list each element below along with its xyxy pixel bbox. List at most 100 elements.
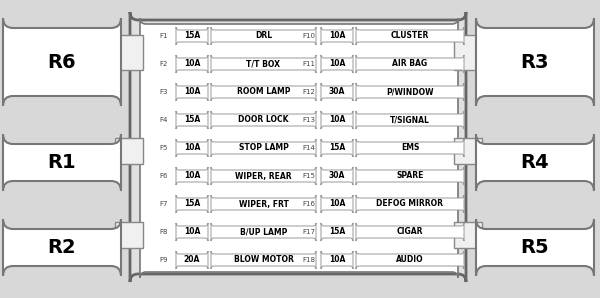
- FancyBboxPatch shape: [176, 27, 208, 45]
- Text: 10A: 10A: [329, 255, 345, 265]
- Text: R4: R4: [521, 153, 550, 172]
- Text: F2: F2: [160, 61, 168, 67]
- Text: R1: R1: [47, 153, 76, 172]
- FancyBboxPatch shape: [211, 251, 316, 269]
- Text: R5: R5: [521, 238, 550, 257]
- FancyBboxPatch shape: [130, 12, 466, 282]
- FancyBboxPatch shape: [211, 167, 316, 185]
- Text: 10A: 10A: [329, 32, 345, 41]
- Text: AUDIO: AUDIO: [396, 255, 424, 265]
- Text: F1: F1: [160, 33, 168, 39]
- Text: 10A: 10A: [184, 60, 200, 69]
- Text: 30A: 30A: [329, 88, 345, 97]
- Text: DOOR LOCK: DOOR LOCK: [238, 116, 289, 125]
- Bar: [454, 222, 482, 248]
- Text: ROOM LAMP: ROOM LAMP: [237, 88, 290, 97]
- Text: 10A: 10A: [329, 60, 345, 69]
- Text: DEFOG MIRROR: DEFOG MIRROR: [377, 199, 443, 209]
- FancyBboxPatch shape: [321, 139, 353, 157]
- Text: F4: F4: [160, 117, 168, 123]
- FancyBboxPatch shape: [356, 111, 464, 129]
- Text: T/T BOX: T/T BOX: [247, 60, 281, 69]
- Text: F5: F5: [160, 145, 168, 151]
- FancyBboxPatch shape: [211, 27, 316, 45]
- Text: 15A: 15A: [329, 227, 345, 237]
- Text: R3: R3: [521, 52, 549, 72]
- Text: F11: F11: [302, 61, 316, 67]
- Text: 30A: 30A: [329, 172, 345, 181]
- Text: CLUSTER: CLUSTER: [391, 32, 429, 41]
- FancyBboxPatch shape: [211, 139, 316, 157]
- FancyBboxPatch shape: [321, 167, 353, 185]
- Text: F10: F10: [302, 33, 316, 39]
- Text: R2: R2: [47, 238, 76, 257]
- FancyBboxPatch shape: [176, 111, 208, 129]
- FancyBboxPatch shape: [356, 195, 464, 213]
- FancyBboxPatch shape: [356, 167, 464, 185]
- Text: 20A: 20A: [184, 255, 200, 265]
- Text: EMS: EMS: [401, 144, 419, 153]
- FancyBboxPatch shape: [356, 27, 464, 45]
- Text: 10A: 10A: [329, 199, 345, 209]
- FancyBboxPatch shape: [476, 219, 594, 276]
- Text: F15: F15: [302, 173, 316, 179]
- Text: 10A: 10A: [184, 144, 200, 153]
- Text: F13: F13: [302, 117, 316, 123]
- Bar: [454, 138, 482, 164]
- Text: SPARE: SPARE: [397, 172, 424, 181]
- Text: P/WINDOW: P/WINDOW: [386, 88, 434, 97]
- FancyBboxPatch shape: [211, 223, 316, 241]
- FancyBboxPatch shape: [176, 83, 208, 101]
- Text: F7: F7: [160, 201, 168, 207]
- Bar: [454, 35, 482, 70]
- Text: F16: F16: [302, 201, 316, 207]
- Text: WIPER, FRT: WIPER, FRT: [239, 199, 289, 209]
- Text: F8: F8: [160, 229, 168, 235]
- FancyBboxPatch shape: [476, 18, 594, 106]
- FancyBboxPatch shape: [356, 139, 464, 157]
- Text: F6: F6: [160, 173, 168, 179]
- Bar: [115, 138, 143, 164]
- FancyBboxPatch shape: [3, 18, 121, 106]
- Text: 15A: 15A: [329, 144, 345, 153]
- Text: 10A: 10A: [184, 172, 200, 181]
- Text: 10A: 10A: [329, 116, 345, 125]
- Text: B/UP LAMP: B/UP LAMP: [240, 227, 287, 237]
- FancyBboxPatch shape: [3, 134, 121, 191]
- FancyBboxPatch shape: [176, 55, 208, 73]
- Bar: [115, 222, 143, 248]
- FancyBboxPatch shape: [356, 223, 464, 241]
- FancyBboxPatch shape: [211, 195, 316, 213]
- FancyBboxPatch shape: [321, 195, 353, 213]
- Text: BLOW MOTOR: BLOW MOTOR: [233, 255, 293, 265]
- FancyBboxPatch shape: [140, 18, 458, 278]
- FancyBboxPatch shape: [3, 219, 121, 276]
- FancyBboxPatch shape: [321, 55, 353, 73]
- Text: STOP LAMP: STOP LAMP: [239, 144, 289, 153]
- FancyBboxPatch shape: [176, 139, 208, 157]
- Text: R6: R6: [47, 52, 76, 72]
- Text: 15A: 15A: [184, 116, 200, 125]
- FancyBboxPatch shape: [476, 134, 594, 191]
- FancyBboxPatch shape: [176, 167, 208, 185]
- Text: 10A: 10A: [184, 227, 200, 237]
- FancyBboxPatch shape: [321, 111, 353, 129]
- Text: F17: F17: [302, 229, 316, 235]
- FancyBboxPatch shape: [321, 223, 353, 241]
- Text: F18: F18: [302, 257, 316, 263]
- Text: F14: F14: [302, 145, 316, 151]
- FancyBboxPatch shape: [356, 251, 464, 269]
- FancyBboxPatch shape: [356, 83, 464, 101]
- Text: 15A: 15A: [184, 32, 200, 41]
- FancyBboxPatch shape: [211, 111, 316, 129]
- Text: DRL: DRL: [255, 32, 272, 41]
- FancyBboxPatch shape: [321, 251, 353, 269]
- Text: F3: F3: [160, 89, 168, 95]
- Text: AIR BAG: AIR BAG: [392, 60, 428, 69]
- FancyBboxPatch shape: [211, 83, 316, 101]
- FancyBboxPatch shape: [321, 83, 353, 101]
- Text: 15A: 15A: [184, 199, 200, 209]
- Text: F9: F9: [160, 257, 168, 263]
- FancyBboxPatch shape: [176, 251, 208, 269]
- Text: CIGAR: CIGAR: [397, 227, 423, 237]
